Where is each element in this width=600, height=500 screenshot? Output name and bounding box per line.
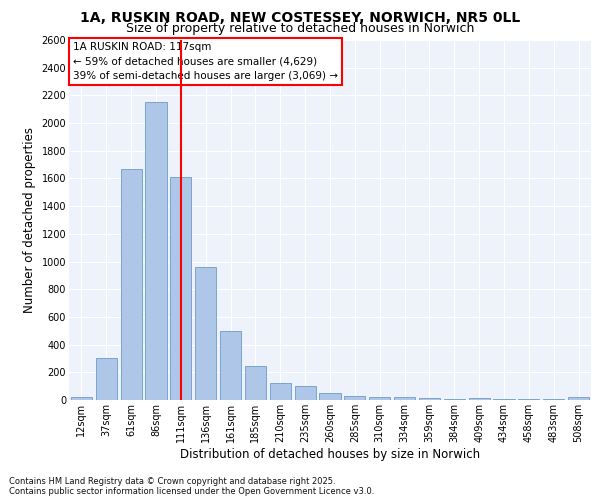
- Bar: [270, 382, 291, 400]
- Bar: [344, 396, 365, 400]
- Bar: [394, 397, 415, 400]
- Bar: [319, 393, 341, 400]
- Bar: [469, 398, 490, 400]
- Bar: [369, 396, 390, 400]
- Text: Contains HM Land Registry data © Crown copyright and database right 2025.
Contai: Contains HM Land Registry data © Crown c…: [9, 476, 374, 496]
- Bar: [170, 177, 191, 400]
- Text: 1A, RUSKIN ROAD, NEW COSTESSEY, NORWICH, NR5 0LL: 1A, RUSKIN ROAD, NEW COSTESSEY, NORWICH,…: [80, 11, 520, 25]
- X-axis label: Distribution of detached houses by size in Norwich: Distribution of detached houses by size …: [180, 448, 480, 460]
- Bar: [295, 386, 316, 400]
- Y-axis label: Number of detached properties: Number of detached properties: [23, 127, 36, 313]
- Bar: [568, 397, 589, 400]
- Text: Size of property relative to detached houses in Norwich: Size of property relative to detached ho…: [126, 22, 474, 35]
- Bar: [245, 366, 266, 400]
- Bar: [145, 102, 167, 400]
- Bar: [419, 398, 440, 400]
- Bar: [71, 397, 92, 400]
- Bar: [121, 169, 142, 400]
- Bar: [195, 267, 216, 400]
- Bar: [96, 358, 117, 400]
- Text: 1A RUSKIN ROAD: 117sqm
← 59% of detached houses are smaller (4,629)
39% of semi-: 1A RUSKIN ROAD: 117sqm ← 59% of detached…: [73, 42, 338, 80]
- Bar: [220, 331, 241, 400]
